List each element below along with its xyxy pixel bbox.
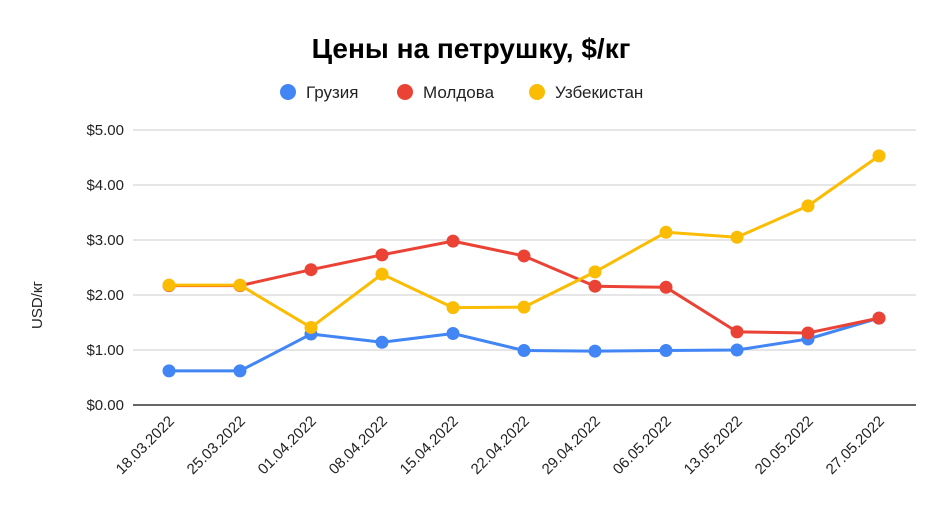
data-point — [233, 278, 247, 292]
data-point — [162, 278, 176, 292]
x-tick-label: 18.03.2022 — [113, 413, 178, 478]
data-point — [588, 265, 602, 279]
data-point — [659, 280, 673, 294]
series-group — [162, 234, 886, 340]
data-point — [801, 199, 815, 213]
data-point — [872, 149, 886, 163]
y-tick-label: $0.00 — [86, 397, 124, 414]
data-point — [517, 344, 531, 358]
data-point — [517, 300, 531, 314]
x-axis-ticks: 18.03.2022 25.03.2022 01.04.2022 08.04.2022… — [113, 413, 888, 478]
legend-item: Молдова — [397, 83, 495, 102]
series-group — [162, 149, 886, 334]
data-point — [872, 311, 886, 325]
data-point — [730, 230, 744, 244]
data-point — [801, 326, 815, 340]
data-point — [446, 301, 460, 315]
legend-marker — [397, 84, 413, 100]
data-point — [588, 279, 602, 293]
data-point — [375, 267, 389, 281]
x-tick-label: 13.05.2022 — [681, 413, 746, 478]
data-point — [304, 263, 318, 277]
data-point — [517, 249, 531, 263]
gridlines — [133, 129, 916, 406]
x-tick-label: 27.05.2022 — [823, 413, 888, 478]
y-axis-title: USD/кг — [29, 281, 46, 329]
data-point — [730, 325, 744, 339]
data-point — [730, 343, 744, 357]
x-tick-label: 15.04.2022 — [397, 413, 462, 478]
x-tick-label: 25.03.2022 — [184, 413, 249, 478]
y-tick-label: $1.00 — [86, 342, 124, 359]
data-point — [162, 364, 176, 378]
data-point — [446, 234, 460, 248]
x-tick-label: 22.04.2022 — [468, 413, 533, 478]
series-lines — [162, 149, 886, 378]
data-point — [304, 320, 318, 334]
legend-item: Грузия — [280, 83, 359, 102]
legend-marker — [280, 84, 296, 100]
legend-marker — [529, 84, 545, 100]
x-tick-label: 20.05.2022 — [752, 413, 817, 478]
legend-label: Грузия — [306, 83, 359, 102]
data-point — [375, 248, 389, 262]
y-tick-label: $4.00 — [86, 177, 124, 194]
y-axis-ticks: $0.00 $1.00 $2.00 $3.00 $4.00 $5.00 — [86, 122, 124, 414]
x-tick-label: 01.04.2022 — [255, 413, 320, 478]
x-tick-label: 08.04.2022 — [326, 413, 391, 478]
data-point — [659, 225, 673, 239]
legend-item: Узбекистан — [529, 83, 643, 102]
series-group — [162, 311, 886, 378]
x-tick-label: 06.05.2022 — [610, 413, 675, 478]
data-point — [375, 335, 389, 349]
legend-label: Узбекистан — [555, 83, 643, 102]
data-point — [233, 364, 247, 378]
legend-label: Молдова — [423, 83, 495, 102]
x-tick-label: 29.04.2022 — [539, 413, 604, 478]
data-point — [588, 344, 602, 358]
legend: Грузия Молдова Узбекистан — [280, 83, 643, 102]
data-point — [446, 327, 460, 340]
y-tick-label: $5.00 — [86, 122, 124, 139]
y-tick-label: $2.00 — [86, 287, 124, 304]
y-tick-label: $3.00 — [86, 232, 124, 249]
chart-title: Цены на петрушку, $/кг — [312, 33, 631, 64]
data-point — [659, 344, 673, 358]
